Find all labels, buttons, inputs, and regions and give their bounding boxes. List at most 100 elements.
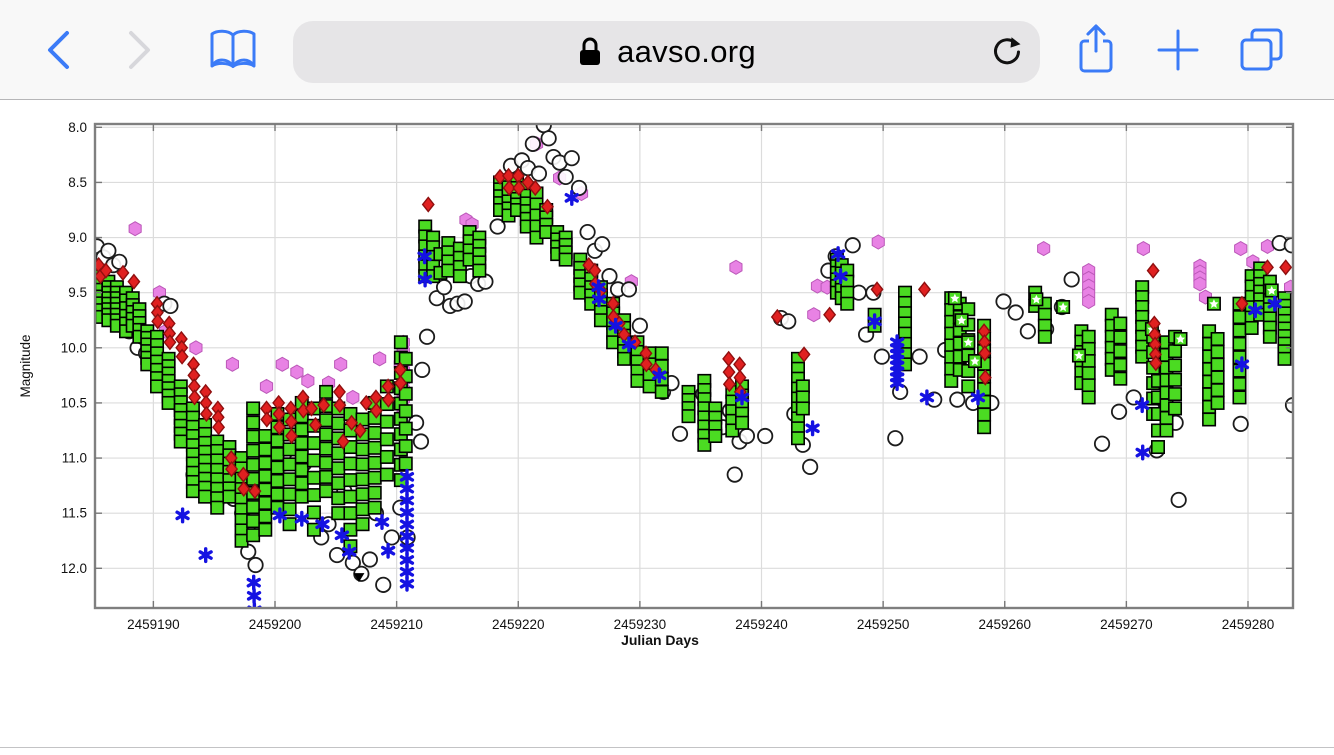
y-tick-label: 11.5 [62, 506, 87, 521]
v-point [270, 473, 285, 488]
visual-point [247, 556, 264, 574]
v-point [1210, 357, 1225, 372]
bookmarks-button[interactable] [202, 0, 264, 100]
v-point [1113, 357, 1128, 372]
new-tab-button[interactable] [1150, 0, 1206, 100]
v-point [1113, 330, 1128, 345]
v-point [282, 472, 297, 487]
book-icon [210, 29, 256, 68]
v-point [1232, 323, 1247, 338]
v-point [270, 460, 285, 475]
v-point [246, 429, 261, 444]
visual-point [524, 135, 541, 152]
r-point [978, 345, 992, 362]
r-point [225, 460, 239, 478]
v-point [558, 252, 573, 267]
visual-point [844, 237, 861, 254]
share-button[interactable] [1068, 0, 1124, 100]
v-point [452, 269, 467, 284]
v-point [270, 487, 285, 502]
v-point [282, 517, 297, 532]
v-point [246, 514, 261, 529]
violet-point [225, 356, 239, 372]
v-point [198, 489, 213, 504]
visual-point [162, 297, 179, 315]
v-point [367, 470, 382, 485]
v-point [258, 522, 273, 537]
v-point [343, 456, 358, 471]
tab-overview-button[interactable] [1232, 0, 1292, 100]
white-star-glyph [956, 315, 967, 325]
series-fainter-than-triangle [353, 573, 365, 583]
r-point [272, 419, 286, 436]
visual-point [1232, 415, 1249, 432]
visual-point [1019, 323, 1036, 340]
v-point [294, 436, 309, 451]
r-point [332, 383, 346, 401]
v-point [1081, 390, 1096, 405]
v-point [1168, 401, 1183, 416]
visual-point [383, 529, 400, 546]
r-point [1235, 295, 1249, 312]
x-tick-label: 2459230 [614, 617, 667, 632]
forward-button[interactable] [112, 0, 168, 100]
v-point [319, 441, 334, 456]
visual-point [435, 279, 453, 296]
r-point [582, 257, 596, 274]
visual-point [995, 293, 1012, 310]
v-point [294, 476, 309, 491]
v-point [379, 449, 394, 464]
v-point [319, 484, 334, 499]
visual-point [414, 361, 431, 378]
v-point [1150, 440, 1165, 455]
reload-button[interactable] [990, 35, 1024, 69]
visual-point [489, 218, 506, 235]
v-point [306, 436, 321, 451]
v-point [367, 500, 382, 515]
r-point [639, 356, 653, 373]
tabs-icon [1240, 28, 1283, 71]
r-point [770, 308, 784, 326]
back-button[interactable] [30, 0, 86, 100]
address-bar[interactable]: aavso.org [293, 21, 1040, 83]
v-point [294, 449, 309, 464]
r-point [521, 174, 535, 191]
visual-point [594, 236, 611, 253]
b-point [246, 587, 262, 604]
y-tick-label: 10.5 [61, 395, 87, 410]
r-point [1146, 262, 1160, 279]
r-point [722, 350, 736, 367]
data-points [94, 123, 1294, 609]
visual-point [887, 430, 904, 447]
v-point [258, 495, 273, 510]
violet-point [1082, 293, 1096, 310]
v-point [343, 473, 358, 488]
x-tick-label: 2459210 [370, 617, 423, 632]
v-point [1210, 370, 1225, 385]
series-blue-asterisks [175, 189, 1282, 609]
axis-ticks [95, 124, 1293, 608]
b-point [198, 547, 213, 564]
series-red-diamonds [94, 167, 1293, 500]
v-point [367, 455, 382, 470]
v-point [1081, 378, 1096, 393]
b-point [1234, 356, 1250, 373]
visual-point [949, 391, 966, 408]
r-point [722, 376, 736, 393]
v-point [343, 489, 358, 504]
v-point [258, 482, 273, 497]
violet-point [301, 373, 315, 389]
r-point [237, 480, 251, 498]
forward-chevron-icon [129, 31, 150, 69]
r-point [151, 313, 165, 330]
violet-point [1234, 241, 1248, 257]
b-point [1135, 444, 1150, 461]
v-point [790, 431, 805, 446]
v-point [331, 416, 346, 431]
r-point [248, 483, 262, 500]
v-point [1168, 387, 1183, 402]
v-point [977, 407, 992, 422]
visual-point [671, 425, 689, 442]
y-tick-label: 8.0 [68, 120, 87, 135]
v-point [270, 447, 285, 462]
